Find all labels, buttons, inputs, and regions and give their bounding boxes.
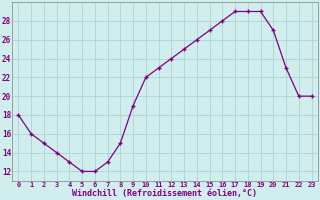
X-axis label: Windchill (Refroidissement éolien,°C): Windchill (Refroidissement éolien,°C): [72, 189, 258, 198]
